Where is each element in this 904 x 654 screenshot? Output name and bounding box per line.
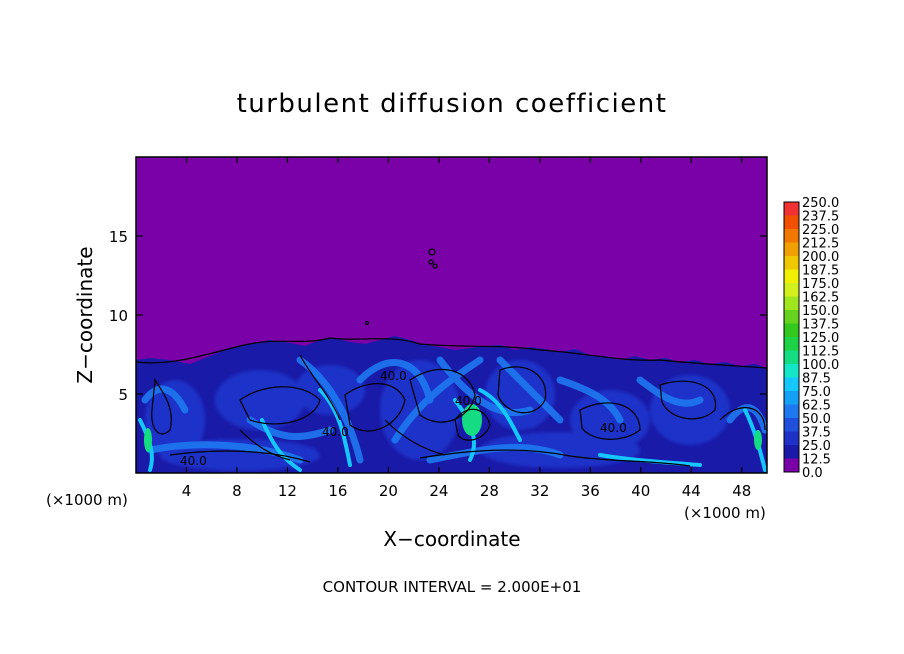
- contour-label: 40.0: [180, 454, 207, 468]
- contour-label: 40.0: [322, 425, 349, 439]
- x-unit-left: (×1000 m): [46, 491, 128, 509]
- x-tick-label: 32: [530, 482, 549, 500]
- colorbar-frame: [783, 201, 800, 473]
- colorbar-swatch: [784, 256, 799, 270]
- x-tick-label: 16: [328, 482, 347, 500]
- x-tick-label: 36: [581, 482, 600, 500]
- colorbar-swatch: [784, 283, 799, 297]
- colorbar-label: 25.0: [802, 439, 831, 454]
- colorbar-swatch: [784, 337, 799, 351]
- contour-label: 40.0: [600, 421, 627, 435]
- colorbar-swatch: [784, 296, 799, 310]
- y-axis-label: Z−coordinate: [73, 246, 97, 383]
- colorbar-swatch: [784, 350, 799, 364]
- colorbar-swatch: [784, 229, 799, 243]
- x-tick-label: 20: [379, 482, 398, 500]
- contour-label: 40.0: [455, 394, 482, 408]
- x-unit-right: (×1000 m): [684, 504, 766, 522]
- colorbar-swatch: [784, 458, 799, 472]
- plot-area: 40.0 40.0 40.0 40.0 40.0: [135, 156, 768, 474]
- contour-lines: [136, 248, 767, 467]
- colorbar-label: 75.0: [802, 385, 831, 400]
- chart-title: turbulent diffusion coefficient: [237, 89, 668, 119]
- x-tick-label: 28: [480, 482, 499, 500]
- x-axis-label: X−coordinate: [383, 527, 520, 551]
- x-axis: 4 8 12 16 20 24 28 32 36 40 44 48: [182, 157, 751, 500]
- colorbar-swatch: [784, 431, 799, 445]
- colorbar-swatch: [784, 391, 799, 405]
- x-tick-label: 40: [631, 482, 650, 500]
- x-tick-label: 48: [732, 482, 751, 500]
- colorbar-swatch: [784, 404, 799, 418]
- colorbar-swatch: [784, 310, 799, 324]
- colorbar-swatch: [784, 418, 799, 432]
- colorbar-swatch: [784, 269, 799, 283]
- colorbar-label: 162.5: [802, 291, 839, 306]
- colorbar-label: 200.0: [802, 250, 839, 265]
- level-100-patches: [144, 404, 762, 452]
- colorbar-label: 250.0: [802, 196, 839, 211]
- colorbar-label: 0.0: [802, 466, 823, 481]
- x-tick-label: 12: [278, 482, 297, 500]
- colorbar-swatch: [784, 445, 799, 459]
- x-tick-label: 24: [429, 482, 448, 500]
- y-tick-label: 5: [118, 386, 128, 404]
- colorbar-label: 137.5: [802, 318, 839, 333]
- colorbar-label: 50.0: [802, 412, 831, 427]
- colorbar-label: 62.5: [802, 399, 831, 414]
- colorbar-label: 175.0: [802, 277, 839, 292]
- colorbar-swatch: [784, 364, 799, 378]
- y-tick-label: 10: [109, 307, 128, 325]
- colorbar-swatch: [784, 323, 799, 337]
- colorbar-label: 225.0: [802, 223, 839, 238]
- colorbar-label: 87.5: [802, 372, 831, 387]
- colorbar-swatch: [784, 215, 799, 229]
- contour-label: 40.0: [380, 369, 407, 383]
- colorbar-label: 237.5: [802, 210, 839, 225]
- colorbar-label: 187.5: [802, 264, 839, 279]
- y-tick-label: 15: [109, 228, 128, 246]
- colorbar-swatch: [784, 202, 799, 216]
- x-tick-label: 8: [232, 482, 242, 500]
- colorbar-label: 112.5: [802, 345, 839, 360]
- colorbar-swatch: [784, 242, 799, 256]
- colorbar-swatch: [784, 377, 799, 391]
- x-tick-label: 44: [682, 482, 701, 500]
- colorbar-label: 125.0: [802, 331, 839, 346]
- x-tick-label: 4: [182, 482, 192, 500]
- colorbar-label: 150.0: [802, 304, 839, 319]
- colorbar-label: 212.5: [802, 237, 839, 252]
- contour-interval-note: CONTOUR INTERVAL = 2.000E+01: [323, 578, 582, 596]
- contour-labels: 40.0 40.0 40.0 40.0 40.0: [180, 369, 627, 468]
- y-axis: 5 10 15: [109, 228, 767, 404]
- colorbar-label: 37.5: [802, 426, 831, 441]
- colorbar: 0.012.525.037.550.062.575.087.5100.0112.…: [783, 196, 839, 481]
- colorbar-label: 12.5: [802, 453, 831, 468]
- colorbar-label: 100.0: [802, 358, 839, 373]
